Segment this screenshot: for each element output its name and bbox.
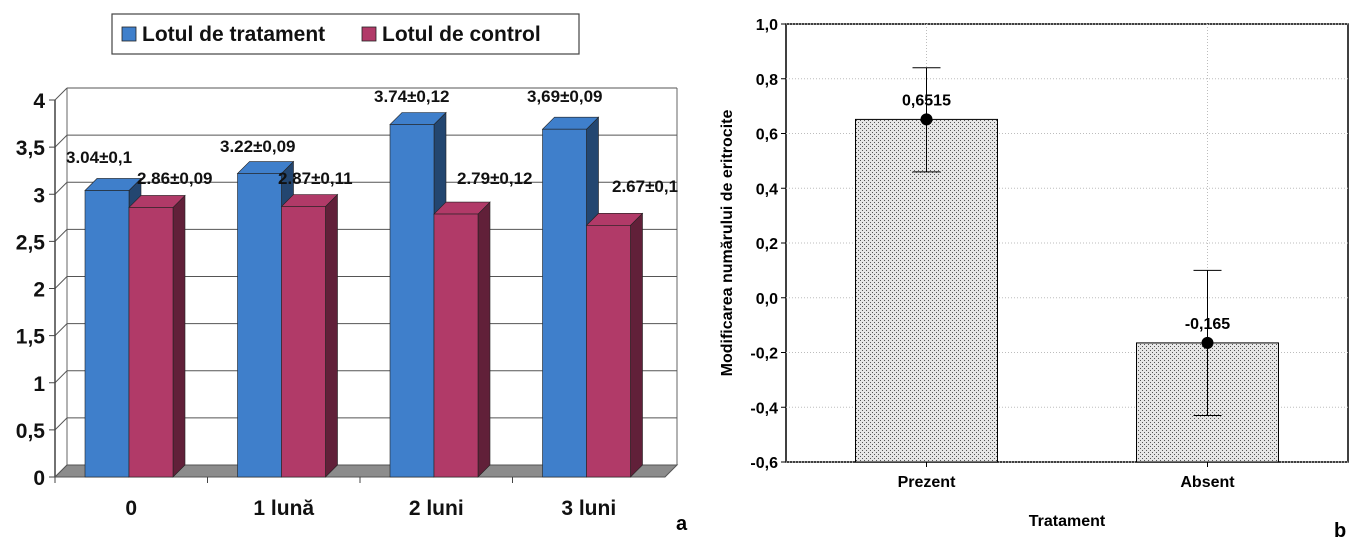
data-label: 2.67±0,1 — [612, 177, 678, 196]
gridline-side — [54, 134, 68, 148]
legend-box — [111, 13, 580, 55]
y-tick-label: 0 — [33, 467, 45, 490]
y-tick-label: 1,5 — [16, 326, 46, 349]
mean-point — [1201, 336, 1214, 349]
y-tick-label: 0,4 — [756, 181, 778, 198]
bar-control — [433, 201, 491, 478]
x-tick-label: 0 — [125, 497, 137, 520]
y-tick-label: 4 — [33, 90, 45, 113]
gridline-side — [54, 229, 68, 242]
x-tick-label: Prezent — [898, 474, 956, 491]
data-label: -0,165 — [1185, 316, 1230, 333]
legend-label: Lotul de tratament — [142, 23, 325, 46]
legend-swatch — [361, 26, 377, 42]
gridline-side — [54, 181, 68, 195]
legend-swatch — [121, 26, 137, 42]
y-tick-label: 2,5 — [16, 231, 46, 254]
gridline-side — [54, 276, 68, 289]
y-tick-label: 0,6 — [756, 127, 778, 144]
data-label: 3.22±0,09 — [220, 137, 296, 156]
data-label: 2.79±0,12 — [457, 169, 533, 188]
data-label: 3,69±0,09 — [527, 87, 603, 106]
x-axis-label: Tratament — [1029, 513, 1106, 530]
data-label: 2.86±0,09 — [137, 169, 213, 188]
x-tick-label: 2 luni — [409, 497, 464, 520]
data-label: 2.87±0,11 — [278, 169, 353, 188]
gridline-side — [54, 323, 68, 336]
legend-label: Lotul de control — [382, 23, 541, 46]
data-label: 3.74±0,12 — [374, 87, 450, 106]
panel-letter-b: b — [1334, 520, 1346, 538]
chart-a: Lotul de tratament Lotul de control 0 0,5 1… — [16, 13, 688, 535]
panel-letter-a: a — [676, 513, 688, 535]
y-tick-label: 1,0 — [756, 17, 778, 34]
y-tick-label: 2 — [33, 279, 45, 302]
mean-point — [920, 113, 933, 126]
chart-b: 0,6515 -0,165 -0,6 -0,4 -0,2 0,0 0,2 0,4 0,6 0,8… — [719, 17, 1349, 538]
x-tick-label: Absent — [1180, 474, 1235, 491]
y-tick-label: 0,2 — [756, 236, 778, 253]
y-tick-label: 3,5 — [16, 137, 46, 160]
bar-control — [585, 212, 644, 478]
y-tick-label: 0,8 — [756, 72, 778, 89]
y-tick-label: -0,2 — [750, 346, 778, 363]
x-tick-label: 3 luni — [561, 497, 616, 520]
bar-prezent — [855, 118, 998, 463]
data-label: 0,6515 — [902, 92, 951, 109]
x-tick-label: 1 lună — [253, 497, 314, 520]
gridline-side — [54, 87, 68, 101]
data-label: 3.04±0,1 — [66, 148, 132, 167]
y-tick-label: 0,0 — [756, 291, 778, 308]
bar-control — [128, 194, 186, 478]
y-tick-label: -0,6 — [750, 455, 778, 472]
y-tick-label: 0,5 — [16, 420, 46, 443]
y-tick-label: 3 — [33, 184, 45, 207]
legend: Lotul de tratament Lotul de control — [111, 13, 580, 55]
gridline-side — [54, 370, 68, 384]
y-axis-label: Modificarea numărului de eritrocite — [719, 110, 736, 377]
y-tick-label: -0,4 — [750, 400, 778, 417]
gridline-side — [54, 417, 68, 431]
bar-control — [280, 193, 339, 478]
y-tick-label: 1 — [33, 373, 45, 396]
